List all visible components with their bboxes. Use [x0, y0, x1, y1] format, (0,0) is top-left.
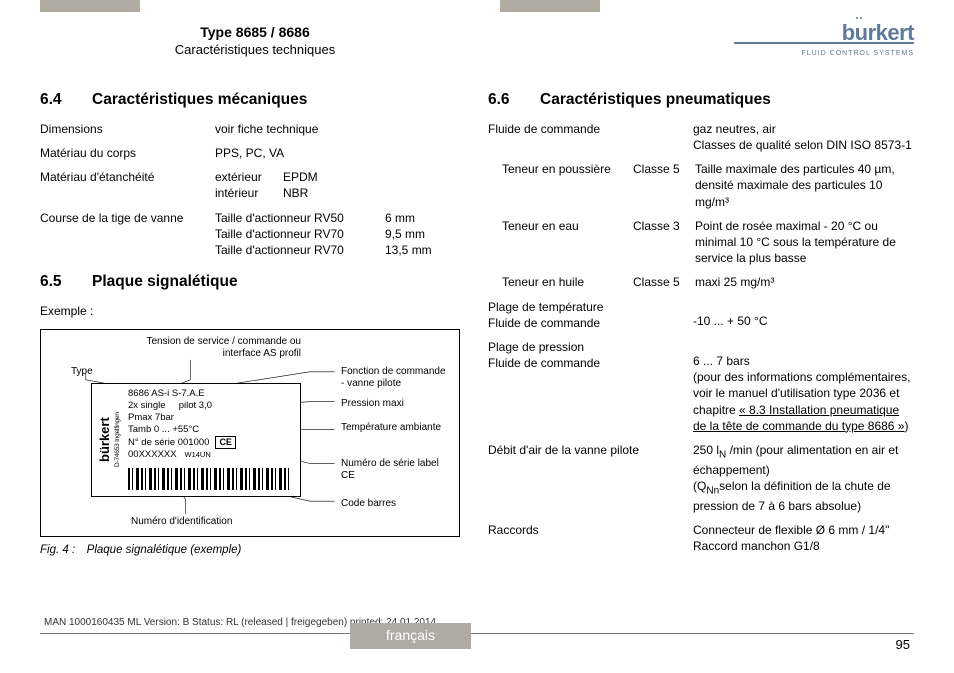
nameplate: bürkert D-74653 Ingelfingen 8686 AS-i S-…	[91, 383, 301, 497]
spec-value: -10 ... + 50 °C	[693, 299, 914, 331]
section-num: 6.4	[40, 90, 92, 111]
callout-id-number: Numéro d'identification	[131, 516, 232, 528]
spec-class: Classe 3	[633, 218, 695, 267]
plate-line-4: Tamb 0 ... +55°C	[128, 424, 296, 436]
sub-key: extérieur	[215, 169, 283, 185]
spec-value: Connecteur de flexible Ø 6 mm / 1/4" Rac…	[693, 522, 914, 554]
spec-value: 6 ... 7 bars (pour des informations comp…	[693, 339, 914, 434]
example-label: Exemple :	[40, 303, 466, 319]
page-header: Type 8685 / 8686 Caractéristiques techni…	[40, 24, 914, 72]
accent-box-2	[500, 0, 600, 12]
plate-text: 8686 AS-i S-7.A.E 2x single pilot 3,0 Pm…	[128, 388, 296, 461]
brand-underline	[734, 42, 914, 44]
nameplate-diagram: Tension de service / commande ou interfa…	[40, 329, 460, 537]
section-num: 6.6	[488, 90, 540, 111]
spec-row: Raccords Connecteur de flexible Ø 6 mm /…	[488, 522, 914, 554]
sub-val: 9,5 mm	[385, 226, 425, 242]
plate-line-1: 8686 AS-i S-7.A.E	[128, 388, 296, 400]
header-left: Type 8685 / 8686 Caractéristiques techni…	[140, 24, 370, 57]
spec-row: Course de la tige de vanne Taille d'acti…	[40, 210, 466, 259]
spec-subrow: Teneur en eau Classe 3 Point de rosée ma…	[488, 218, 914, 267]
sub-key: Taille d'actionneur RV70	[215, 226, 385, 242]
figure-caption: Fig. 4 : Plaque signalétique (exemple)	[40, 543, 466, 559]
spec-row: Matériau d'étanchéité extérieurEPDM inté…	[40, 169, 466, 201]
spec-label: Débit d'air de la vanne pilote	[488, 442, 693, 514]
brand-tagline: FLUID CONTROL SYSTEMS	[801, 50, 914, 57]
spec-value: PPS, PC, VA	[215, 145, 466, 161]
page-number: 95	[896, 637, 910, 652]
spec-label: Plage de température Fluide de commande	[488, 299, 693, 331]
spec-value: gaz neutres, air Classes de qualité selo…	[693, 121, 914, 153]
left-column: 6.4Caractéristiques mécaniques Dimension…	[40, 90, 466, 607]
callout-pmax: Pression maxi	[341, 398, 404, 410]
spec-value: Taille maximale des particules 40 µm, de…	[695, 161, 914, 210]
plate-location: D-74653 Ingelfingen	[114, 390, 123, 490]
spec-value: Taille d'actionneur RV506 mm Taille d'ac…	[215, 210, 466, 259]
section-num: 6.5	[40, 272, 92, 293]
page-footer: MAN 1000160435 ML Version: B Status: RL …	[40, 615, 914, 661]
section-6-4-heading: 6.4Caractéristiques mécaniques	[40, 90, 466, 111]
section-title: Plaque signalétique	[92, 273, 238, 290]
doc-subtitle: Caractéristiques techniques	[140, 42, 370, 57]
spec-value: voir fiche technique	[215, 121, 466, 137]
callout-serial-ce: Numéro de série label CE	[341, 458, 451, 481]
spec-row: Débit d'air de la vanne pilote 250 lN /m…	[488, 442, 914, 514]
plate-line-3: Pmax 7bar	[128, 412, 296, 424]
spec-label: Teneur en poussière	[488, 161, 633, 210]
spec-row: Plage de pression Fluide de commande 6 .…	[488, 339, 914, 434]
ce-mark: CE	[215, 436, 236, 449]
spec-label: Course de la tige de vanne	[40, 210, 215, 259]
spec-label: Teneur en huile	[488, 274, 633, 290]
plate-line-6: 00XXXXXX W14UN	[128, 449, 296, 461]
spec-label: Teneur en eau	[488, 218, 633, 267]
footer-language-tab: français	[350, 623, 471, 649]
spec-value: 250 lN /min (pour alimentation en air et…	[693, 442, 914, 514]
spec-class: Classe 5	[633, 161, 695, 210]
spec-label: Fluide de commande	[488, 121, 693, 153]
spec-row: Fluide de commande gaz neutres, air Clas…	[488, 121, 914, 153]
spec-row: Matériau du corps PPS, PC, VA	[40, 145, 466, 161]
sub-val: EPDM	[283, 169, 318, 185]
sub-key: Taille d'actionneur RV50	[215, 210, 385, 226]
brand-logo: burkert FLUID CONTROL SYSTEMS	[801, 20, 914, 57]
section-6-5-heading: 6.5Plaque signalétique	[40, 272, 466, 293]
accent-box-1	[40, 0, 140, 12]
plate-line-2: 2x single pilot 3,0	[128, 400, 296, 412]
section-6-6-heading: 6.6Caractéristiques pneumatiques	[488, 90, 914, 111]
plate-line-5: N° de série 001000CE	[128, 436, 296, 449]
sub-val: NBR	[283, 185, 308, 201]
doc-type-title: Type 8685 / 8686	[140, 24, 370, 40]
top-accent-bar	[0, 0, 954, 12]
sub-val: 6 mm	[385, 210, 415, 226]
section-title: Caractéristiques pneumatiques	[540, 91, 771, 108]
section-title: Caractéristiques mécaniques	[92, 91, 307, 108]
callout-temp: Température ambiante	[341, 422, 451, 434]
footer-rule	[40, 633, 914, 634]
spec-label: Raccords	[488, 522, 693, 554]
callout-barcode: Code barres	[341, 498, 396, 510]
spec-value: Point de rosée maximal - 20 °C ou minima…	[695, 218, 914, 267]
callout-type: Type	[71, 366, 93, 378]
spec-class: Classe 5	[633, 274, 695, 290]
sub-key: intérieur	[215, 185, 283, 201]
spec-label: Matériau d'étanchéité	[40, 169, 215, 201]
plate-brand: bürkert	[96, 390, 114, 490]
spec-value: maxi 25 mg/m³	[695, 274, 914, 290]
sub-val: 13,5 mm	[385, 242, 432, 258]
spec-label: Dimensions	[40, 121, 215, 137]
callout-pilot-function: Fonction de commande - vanne pilote	[341, 366, 451, 389]
callout-service-voltage: Tension de service / commande ou interfa…	[121, 336, 301, 359]
sub-key: Taille d'actionneur RV70	[215, 242, 385, 258]
spec-row: Plage de température Fluide de commande …	[488, 299, 914, 331]
right-column: 6.6Caractéristiques pneumatiques Fluide …	[488, 90, 914, 607]
content-area: 6.4Caractéristiques mécaniques Dimension…	[40, 90, 914, 607]
spec-label: Matériau du corps	[40, 145, 215, 161]
spec-value: extérieurEPDM intérieurNBR	[215, 169, 466, 201]
spec-label: Plage de pression Fluide de commande	[488, 339, 693, 434]
spec-subrow: Teneur en poussière Classe 5 Taille maxi…	[488, 161, 914, 210]
spec-subrow: Teneur en huile Classe 5 maxi 25 mg/m³	[488, 274, 914, 290]
barcode-icon	[128, 468, 292, 490]
spec-row: Dimensions voir fiche technique	[40, 121, 466, 137]
